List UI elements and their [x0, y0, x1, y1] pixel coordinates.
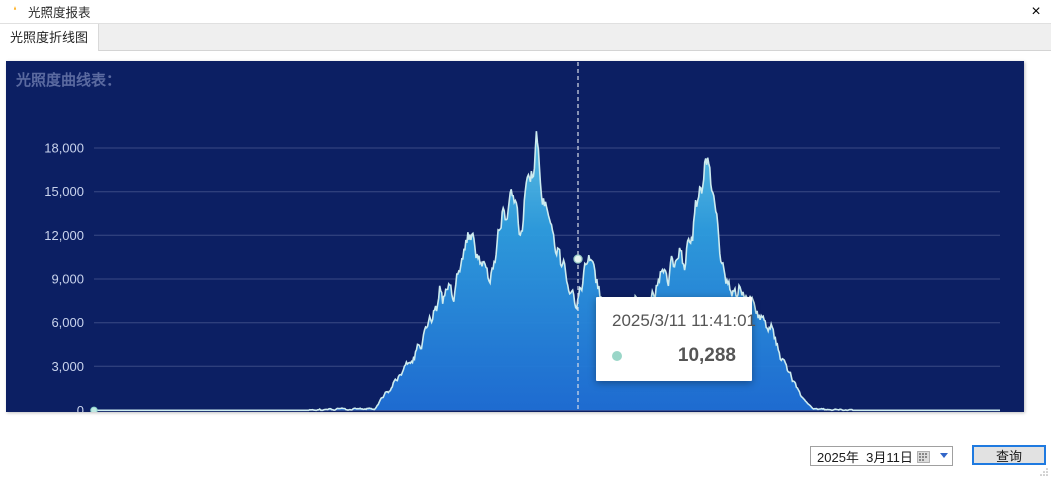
- svg-text:3,000: 3,000: [51, 359, 84, 374]
- svg-text:18,000: 18,000: [44, 141, 84, 156]
- svg-text:9,000: 9,000: [51, 272, 84, 287]
- svg-text:12,000: 12,000: [44, 228, 84, 243]
- svg-text:6,000: 6,000: [51, 315, 84, 330]
- svg-text:15,000: 15,000: [44, 184, 84, 199]
